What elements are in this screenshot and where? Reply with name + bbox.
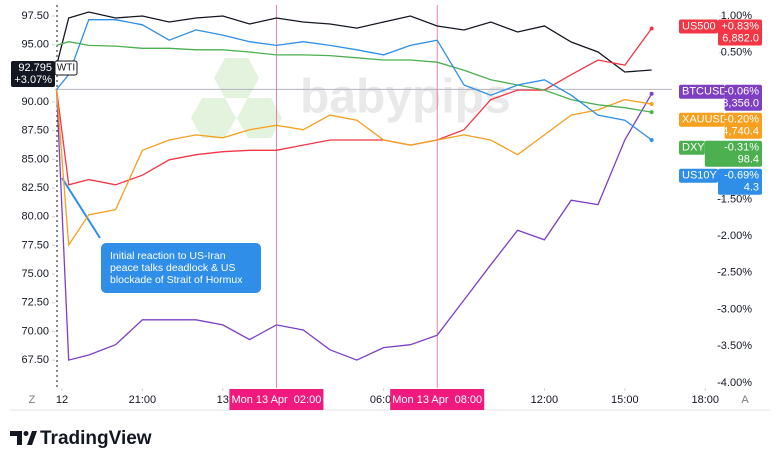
y-tick-label: 95.00 <box>21 39 49 51</box>
price-label: 4.3 <box>744 182 759 194</box>
annotation-pointer <box>61 177 101 239</box>
y-tick-label: 70.00 <box>21 325 49 337</box>
x-tick-label: Mon 13 Apr 02:00 <box>231 394 321 406</box>
series-name: BTCUSD <box>682 86 727 98</box>
change-label: -0.06% <box>724 86 759 98</box>
logo-mark <box>27 431 37 445</box>
price-label: 6,882.0 <box>722 32 759 44</box>
y2-tick-label: -3.50% <box>717 340 752 352</box>
change-label: -0.31% <box>724 142 759 154</box>
series-line <box>56 19 652 141</box>
x-tick-label: 21:00 <box>129 394 157 406</box>
series-line <box>55 89 653 361</box>
price-label: 4,740.4 <box>722 126 759 138</box>
logo-mark <box>23 431 29 436</box>
highlight-tick-box <box>229 389 324 410</box>
x-tick-label: 12:00 <box>531 394 559 406</box>
annotation-text: Initial reaction to US-Iran <box>110 250 226 262</box>
series-line <box>55 89 652 247</box>
watermark-hex <box>214 58 259 98</box>
series-name: DXY <box>682 142 705 154</box>
name-tag <box>679 19 718 34</box>
left-value-tag <box>11 60 55 87</box>
value-tag <box>718 168 762 195</box>
x-tick-label: 12 <box>56 394 68 406</box>
last-point <box>649 26 654 31</box>
watermark-hex <box>237 98 282 138</box>
annotation-text: blockade of Strait of Hormux <box>110 274 243 286</box>
y-tick-label: 90.00 <box>21 96 49 108</box>
highlight-tick-box <box>390 389 485 410</box>
y2-tick-label: 0.50% <box>721 47 752 59</box>
value-tag <box>724 84 762 111</box>
watermark-text: babypips <box>300 71 511 124</box>
name-tag <box>679 168 718 183</box>
series-line <box>55 28 653 186</box>
x-tick-label: 13 <box>217 394 229 406</box>
y-tick-label: 75.00 <box>21 268 49 280</box>
y-tick-label: 97.50 <box>21 10 49 22</box>
last-point <box>649 138 654 143</box>
y2-tick-label: -2.50% <box>717 267 752 279</box>
series-name: XAUUSD <box>682 114 728 126</box>
y-tick-label: 80.00 <box>21 211 49 223</box>
value-tag <box>718 19 762 46</box>
logo-mark <box>10 431 22 445</box>
last-point <box>649 102 654 107</box>
value-tag <box>724 112 762 139</box>
scale-button[interactable]: A <box>741 394 749 406</box>
y2-tick-label: -1.50% <box>717 193 752 205</box>
series-line <box>56 41 652 113</box>
last-point <box>649 91 654 96</box>
y-tick-label: 67.50 <box>21 354 49 366</box>
series-name: WTI <box>57 63 75 74</box>
change-label: +3.07% <box>14 74 52 86</box>
y-tick-label: 72.50 <box>21 297 49 309</box>
y-tick-label: 77.50 <box>21 239 49 251</box>
y2-tick-label: -4.00% <box>717 377 752 389</box>
name-tag <box>679 112 725 127</box>
footer-brand: TradingView <box>40 428 152 449</box>
y2-tick-label: 1.00% <box>721 10 752 22</box>
series-name: US500 <box>682 20 716 32</box>
y2-tick-label: -3.00% <box>717 303 752 315</box>
price-label: 98.4 <box>738 154 759 166</box>
change-label: +0.83% <box>721 20 759 32</box>
annotation-text: peace talks deadlock & US <box>110 262 236 274</box>
scale-button[interactable]: Z <box>29 394 36 406</box>
change-label: -0.20% <box>724 114 759 126</box>
value-tag <box>704 140 762 167</box>
x-tick-label: Mon 13 Apr 08:00 <box>392 394 482 406</box>
series-name: US10Y <box>682 170 718 182</box>
annotation-box <box>101 243 261 293</box>
x-tick-label: 15:00 <box>611 394 639 406</box>
name-tag <box>679 140 705 155</box>
name-tag <box>679 84 725 99</box>
name-tag <box>54 60 78 76</box>
y-tick-label: 82.50 <box>21 182 49 194</box>
price-label: 92.795 <box>18 62 52 74</box>
y-tick-label: 85.00 <box>21 153 49 165</box>
tradingview-logo: TradingView <box>10 428 152 449</box>
price-label: 73,356.0 <box>716 98 759 110</box>
last-point <box>649 110 654 115</box>
change-label: -0.69% <box>724 170 759 182</box>
watermark: babypips <box>191 58 511 138</box>
x-tick-label: 18:00 <box>691 394 719 406</box>
series-line <box>55 11 652 73</box>
y2-tick-label: -2.00% <box>717 230 752 242</box>
watermark-hex <box>191 98 236 138</box>
y-tick-label: 87.50 <box>21 125 49 137</box>
